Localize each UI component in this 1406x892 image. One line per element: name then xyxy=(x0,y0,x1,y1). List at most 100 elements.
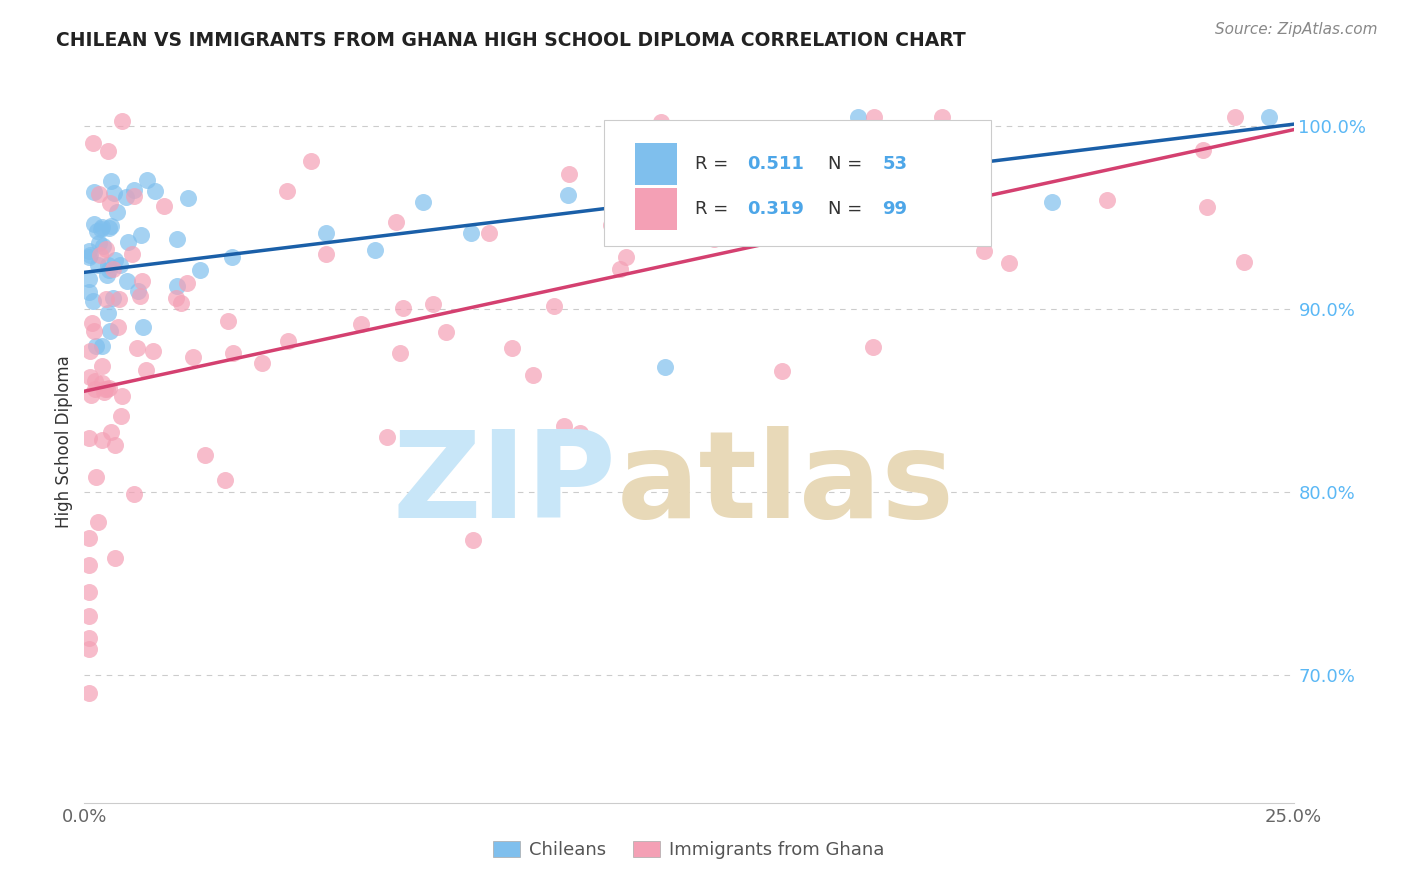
Point xyxy=(165,291,187,305)
Point xyxy=(614,224,637,238)
Point xyxy=(91,338,114,352)
Point xyxy=(104,437,127,451)
Text: atlas: atlas xyxy=(616,426,955,543)
Point xyxy=(650,114,672,128)
Point xyxy=(77,271,100,285)
Point xyxy=(91,239,114,253)
Point xyxy=(114,190,136,204)
Point xyxy=(170,296,193,310)
Point xyxy=(96,382,118,396)
Point xyxy=(363,244,385,258)
Point xyxy=(97,144,120,158)
Point xyxy=(609,262,631,277)
Point xyxy=(214,473,236,487)
Point xyxy=(100,425,122,440)
Point xyxy=(127,341,149,355)
Point xyxy=(101,292,124,306)
Point xyxy=(108,292,131,306)
Point xyxy=(250,356,273,370)
Point xyxy=(97,305,120,319)
Point xyxy=(79,344,101,359)
Point xyxy=(108,258,131,272)
Point xyxy=(970,129,993,144)
Legend: Chileans, Immigrants from Ghana: Chileans, Immigrants from Ghana xyxy=(486,833,891,866)
Point xyxy=(98,221,121,235)
Point xyxy=(350,318,373,332)
Point xyxy=(751,194,773,208)
Point xyxy=(87,515,110,529)
Point xyxy=(107,319,129,334)
Point xyxy=(796,137,818,152)
Text: ZIP: ZIP xyxy=(392,426,616,543)
Point xyxy=(77,558,100,572)
Point xyxy=(177,191,200,205)
Point xyxy=(276,184,298,198)
Point xyxy=(104,253,127,268)
Point xyxy=(543,299,565,313)
Text: 0.319: 0.319 xyxy=(747,200,804,218)
Point xyxy=(153,199,176,213)
Point xyxy=(392,301,415,315)
Point xyxy=(136,173,159,187)
Point xyxy=(1258,110,1281,124)
Point xyxy=(93,385,115,400)
Point xyxy=(166,278,188,293)
Point xyxy=(478,226,501,240)
Point xyxy=(461,533,484,547)
Point xyxy=(778,218,800,232)
Point xyxy=(388,345,411,359)
Point xyxy=(422,297,444,311)
Point xyxy=(77,250,100,264)
Text: 99: 99 xyxy=(883,200,907,218)
Point xyxy=(83,185,105,199)
Point xyxy=(80,388,103,402)
Point xyxy=(110,409,132,423)
Point xyxy=(973,244,995,259)
Point xyxy=(1097,193,1119,207)
FancyBboxPatch shape xyxy=(605,120,991,246)
Point xyxy=(135,363,157,377)
Point xyxy=(412,194,434,209)
Point xyxy=(1040,195,1063,210)
Point xyxy=(501,341,523,355)
Point xyxy=(104,551,127,566)
Point xyxy=(111,389,134,403)
FancyBboxPatch shape xyxy=(634,143,676,185)
Point xyxy=(434,325,457,339)
Point xyxy=(77,431,100,445)
Point xyxy=(117,235,139,249)
Point xyxy=(91,220,114,235)
Point xyxy=(221,250,243,264)
Point xyxy=(129,228,152,243)
Point xyxy=(83,324,105,338)
Point xyxy=(918,197,941,211)
FancyBboxPatch shape xyxy=(634,188,676,230)
Point xyxy=(460,226,482,240)
Point xyxy=(931,110,953,124)
Point xyxy=(100,219,122,234)
Point xyxy=(143,184,166,198)
Point xyxy=(77,531,100,545)
Text: Source: ZipAtlas.com: Source: ZipAtlas.com xyxy=(1215,22,1378,37)
Point xyxy=(77,244,100,258)
Point xyxy=(89,248,111,262)
Point xyxy=(84,382,107,396)
Point xyxy=(98,196,121,211)
Point xyxy=(166,232,188,246)
Point xyxy=(77,686,100,700)
Point xyxy=(190,262,212,277)
Point xyxy=(100,174,122,188)
Point xyxy=(91,376,114,390)
Text: 53: 53 xyxy=(883,155,907,173)
Point xyxy=(111,114,134,128)
Point xyxy=(86,338,108,352)
Point xyxy=(176,276,198,290)
Point xyxy=(217,313,239,327)
Y-axis label: High School Diploma: High School Diploma xyxy=(55,355,73,528)
Point xyxy=(181,350,204,364)
Point xyxy=(846,110,869,124)
Point xyxy=(79,370,101,384)
Point xyxy=(101,262,124,277)
Point xyxy=(862,110,884,124)
Point xyxy=(105,205,128,219)
